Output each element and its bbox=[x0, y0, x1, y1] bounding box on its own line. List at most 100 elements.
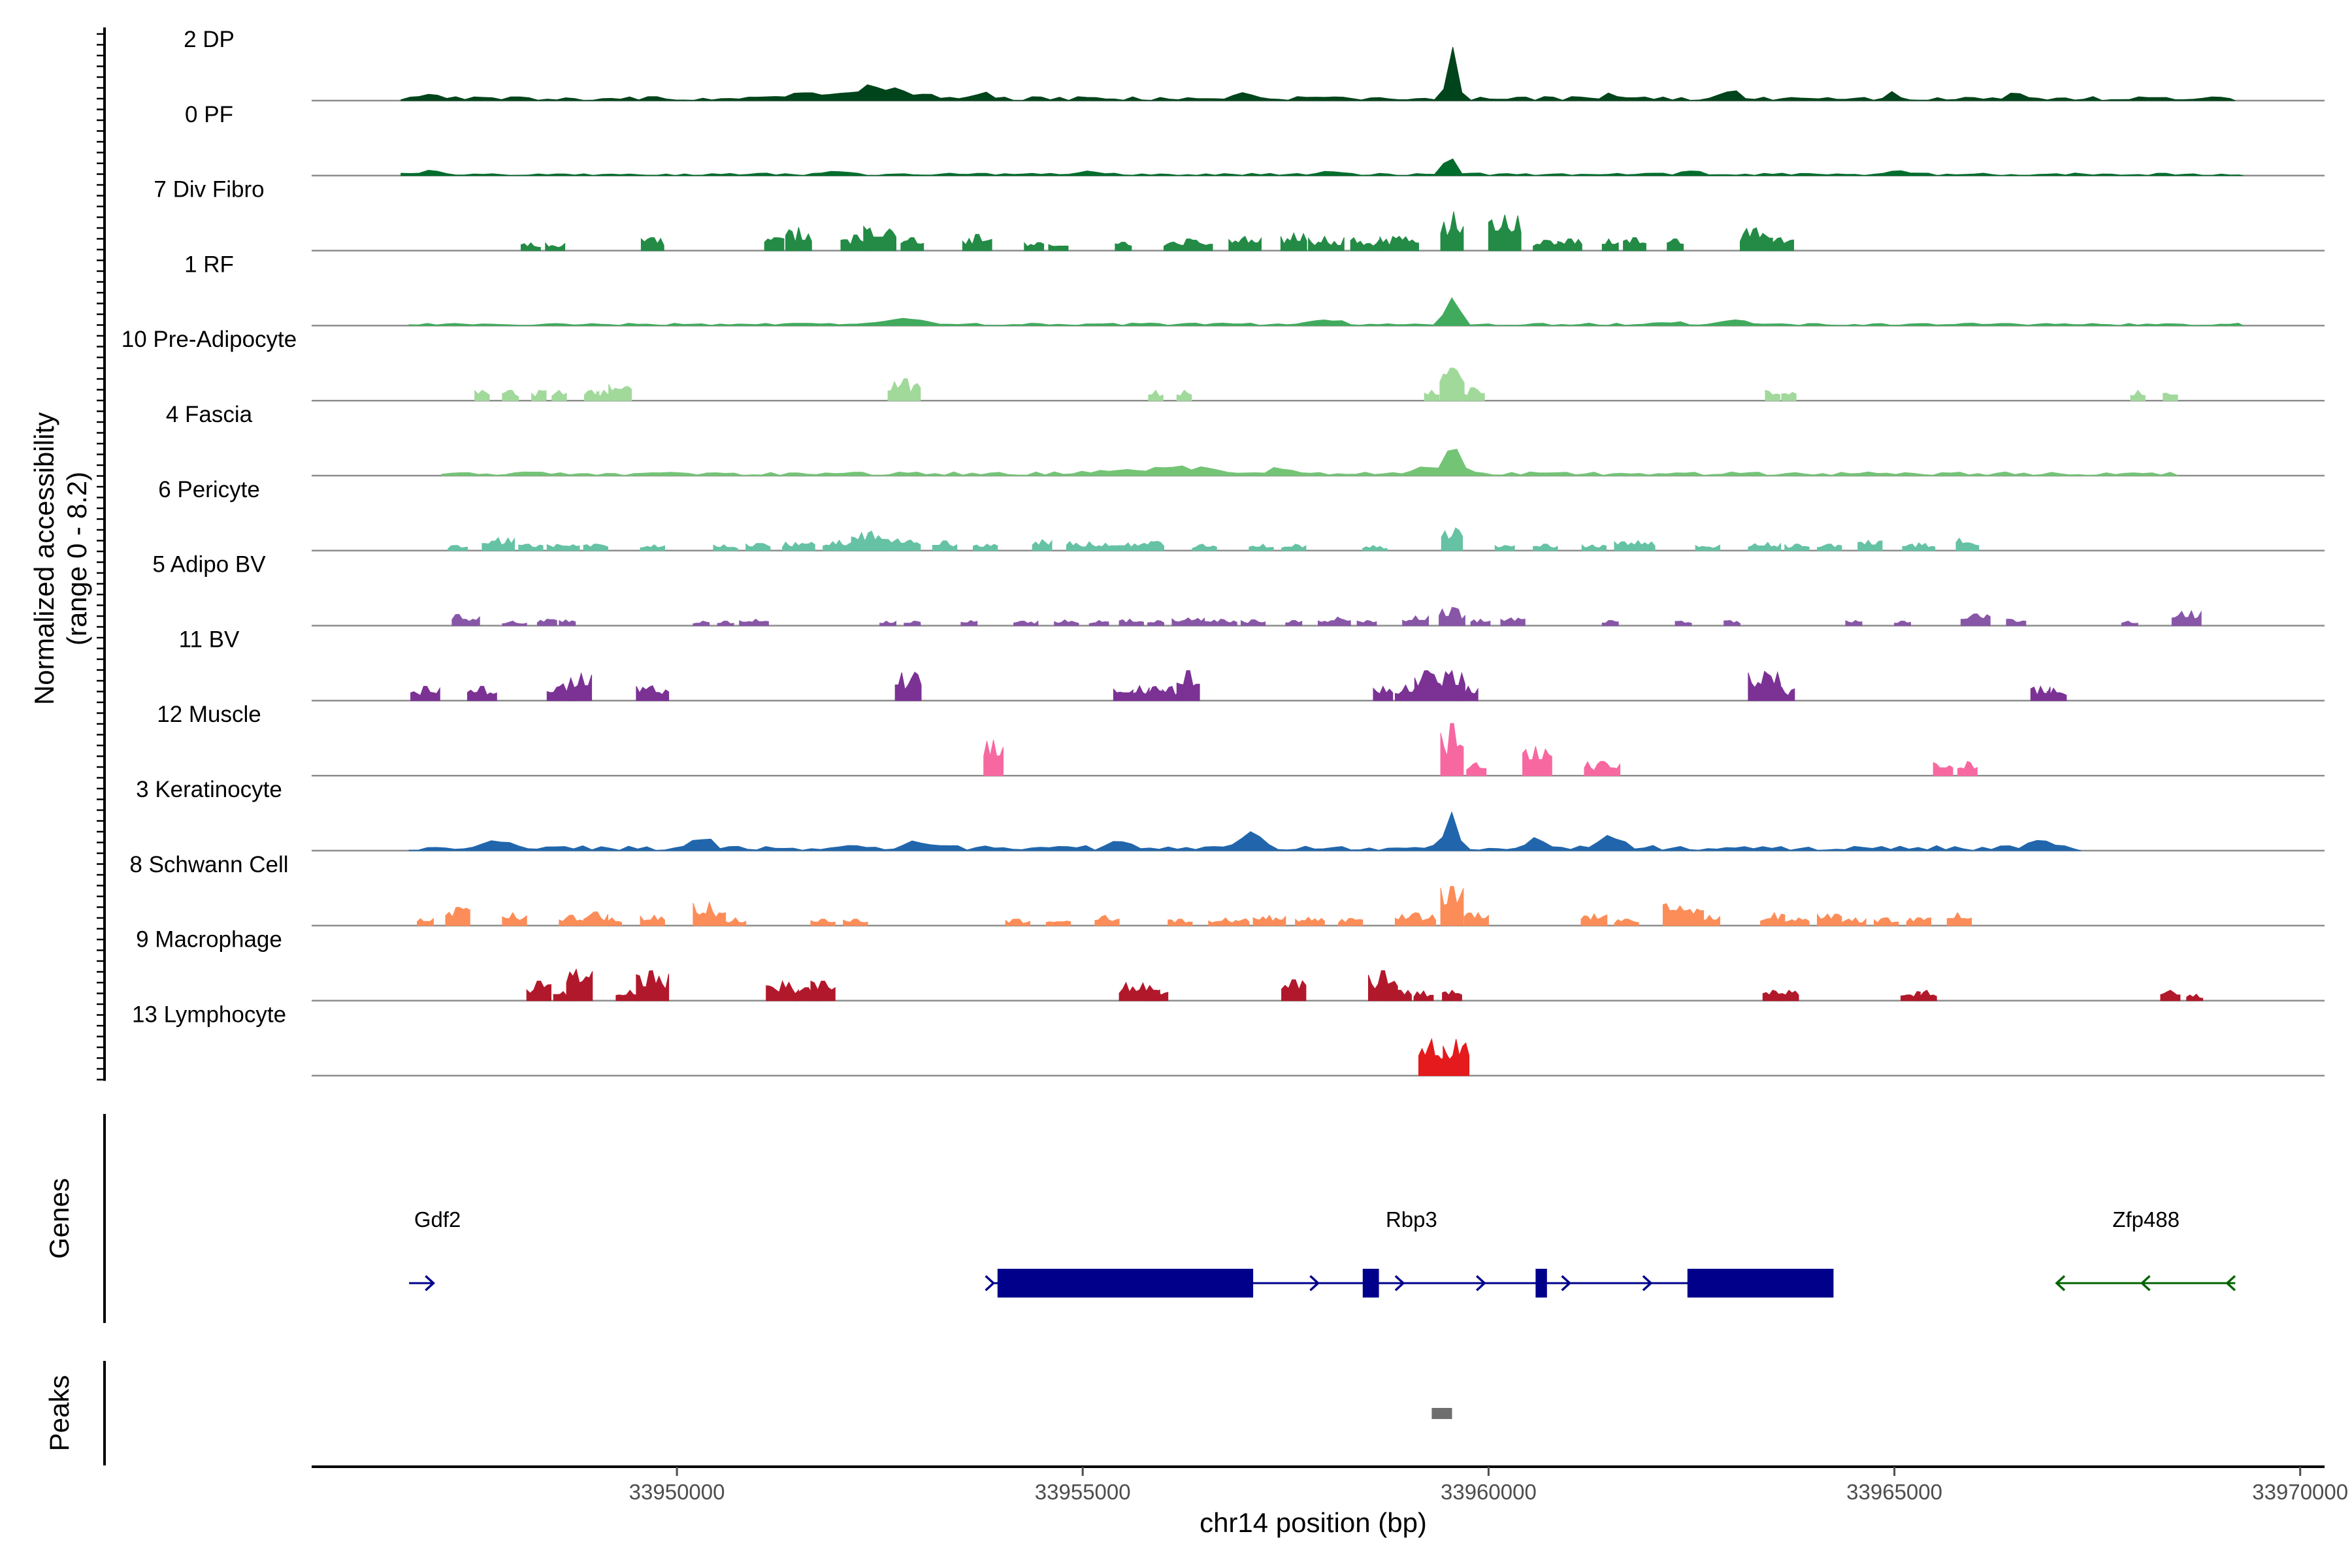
coverage-peak bbox=[1443, 1039, 1470, 1076]
coverage-peak bbox=[973, 544, 998, 551]
coverage-peak bbox=[1663, 903, 1705, 926]
coverage-peak bbox=[1356, 620, 1377, 627]
coverage-peak bbox=[1148, 389, 1164, 401]
coverage-peak bbox=[1614, 919, 1639, 926]
coverage-peak bbox=[1249, 544, 1274, 551]
track-label: 9 Macrophage bbox=[136, 927, 282, 953]
coverage-peak bbox=[1338, 918, 1364, 926]
coverage-peak bbox=[2163, 393, 2178, 401]
coverage-peak bbox=[1440, 723, 1464, 776]
peaks-panel-label: Peaks bbox=[44, 1375, 74, 1452]
track: 7 Div Fibro bbox=[154, 177, 2325, 252]
coverage-peak bbox=[1005, 919, 1030, 926]
track: 11 BV bbox=[179, 627, 2325, 702]
coverage-peak bbox=[502, 911, 527, 926]
track: 13 Lymphocyte bbox=[132, 1002, 2325, 1077]
coverage-peak bbox=[640, 544, 665, 551]
x-tick-label: 33960000 bbox=[1441, 1480, 1537, 1504]
track: 5 Adipo BV bbox=[152, 552, 2325, 627]
gene-exon bbox=[997, 1269, 1254, 1298]
coverage-peak bbox=[1032, 539, 1053, 551]
coverage-area bbox=[400, 46, 2236, 101]
gene-exon bbox=[1535, 1269, 1547, 1298]
coverage-peak bbox=[1817, 544, 1842, 551]
coverage-peak bbox=[1845, 620, 1863, 627]
coverage-peak bbox=[739, 618, 769, 627]
coverage-peak bbox=[1748, 542, 1782, 551]
track: 10 Pre-Adipocyte bbox=[122, 327, 2325, 402]
coverage-peak bbox=[1463, 911, 1489, 926]
coverage-peak bbox=[1418, 1037, 1445, 1076]
coverage-peak bbox=[1094, 915, 1120, 926]
coverage-peak bbox=[764, 237, 785, 252]
coverage-peak bbox=[521, 242, 541, 252]
coverage-peak bbox=[583, 544, 608, 551]
strand-arrow bbox=[1642, 1275, 1653, 1292]
track: 2 DP bbox=[184, 27, 2325, 102]
coverage-peak bbox=[1614, 540, 1656, 551]
coverage-peak bbox=[960, 620, 978, 627]
track-label: 13 Lymphocyte bbox=[132, 1002, 286, 1027]
coverage-peak bbox=[894, 672, 922, 701]
coverage-peak bbox=[559, 915, 584, 926]
coverage-peak bbox=[1439, 367, 1465, 401]
coverage-peak bbox=[1424, 389, 1440, 401]
coverage-peak bbox=[1373, 685, 1394, 701]
gene: Gdf2 bbox=[409, 1207, 461, 1292]
coverage-peak bbox=[2186, 993, 2204, 1002]
track-label: 4 Fascia bbox=[166, 402, 253, 427]
coverage-peak bbox=[1601, 238, 1619, 252]
coverage-peak bbox=[1723, 620, 1740, 627]
x-tick-label: 33970000 bbox=[2252, 1480, 2348, 1504]
coverage-peak bbox=[583, 911, 608, 926]
track-label: 2 DP bbox=[184, 27, 235, 52]
coverage-peak bbox=[887, 378, 921, 401]
coverage-peak bbox=[1252, 914, 1286, 926]
coverage-peak bbox=[1168, 919, 1193, 926]
coverage-peak bbox=[1902, 542, 1936, 551]
coverage-peak bbox=[1533, 240, 1558, 252]
coverage-peak bbox=[1115, 242, 1132, 252]
coverage-peak bbox=[1308, 235, 1345, 252]
coverage-peak bbox=[1466, 762, 1487, 776]
coverage-area bbox=[408, 811, 2082, 851]
coverage-peak bbox=[1500, 617, 1526, 627]
coverage-peak bbox=[1460, 387, 1485, 401]
coverage-peak bbox=[900, 237, 924, 252]
peaks-panel bbox=[1431, 1408, 1452, 1419]
coverage-peak bbox=[1874, 917, 1899, 926]
coverage-peak bbox=[1440, 211, 1464, 252]
coverage-peak bbox=[1522, 746, 1552, 776]
strand-arrow bbox=[2055, 1275, 2066, 1292]
coverage-peak bbox=[721, 917, 747, 926]
coverage-peak bbox=[1760, 911, 1786, 926]
coverage-peak bbox=[1281, 979, 1307, 1002]
coverage-peak bbox=[566, 968, 593, 1002]
coverage-peak bbox=[1581, 544, 1607, 551]
x-tick-label: 33965000 bbox=[1846, 1480, 1942, 1504]
coverage-peak bbox=[1350, 237, 1384, 252]
coverage-peak bbox=[1395, 912, 1437, 926]
coverage-peak bbox=[879, 620, 896, 627]
x-axis: 33950000 33955000 33960000 33965000 33970000 bbox=[312, 1465, 2348, 1504]
coverage-peak bbox=[1584, 760, 1621, 776]
coverage-area bbox=[408, 297, 2244, 326]
coverage-peak bbox=[810, 980, 836, 1002]
gene-label: Zfp488 bbox=[2112, 1207, 2180, 1232]
coverage-peak bbox=[1778, 989, 1799, 1002]
strand-arrow bbox=[1561, 1275, 1572, 1292]
coverage-peak bbox=[1442, 989, 1462, 1002]
coverage-peak bbox=[693, 901, 727, 926]
y-axis-title-line1: Normalized accessibility bbox=[29, 412, 59, 705]
coverage-peak bbox=[1440, 886, 1464, 926]
track-label: 6 Pericyte bbox=[158, 477, 260, 502]
coverage-peak bbox=[962, 234, 992, 252]
strand-arrow bbox=[1309, 1275, 1320, 1292]
track: 0 PF bbox=[185, 102, 2325, 177]
coverage-peak bbox=[983, 740, 1004, 776]
y-axis-title-line2: (range 0 - 8.2) bbox=[61, 472, 92, 645]
coverage-peak bbox=[1494, 544, 1515, 551]
genes-panel-label: Genes bbox=[44, 1178, 74, 1259]
coverage-peak bbox=[782, 541, 815, 551]
